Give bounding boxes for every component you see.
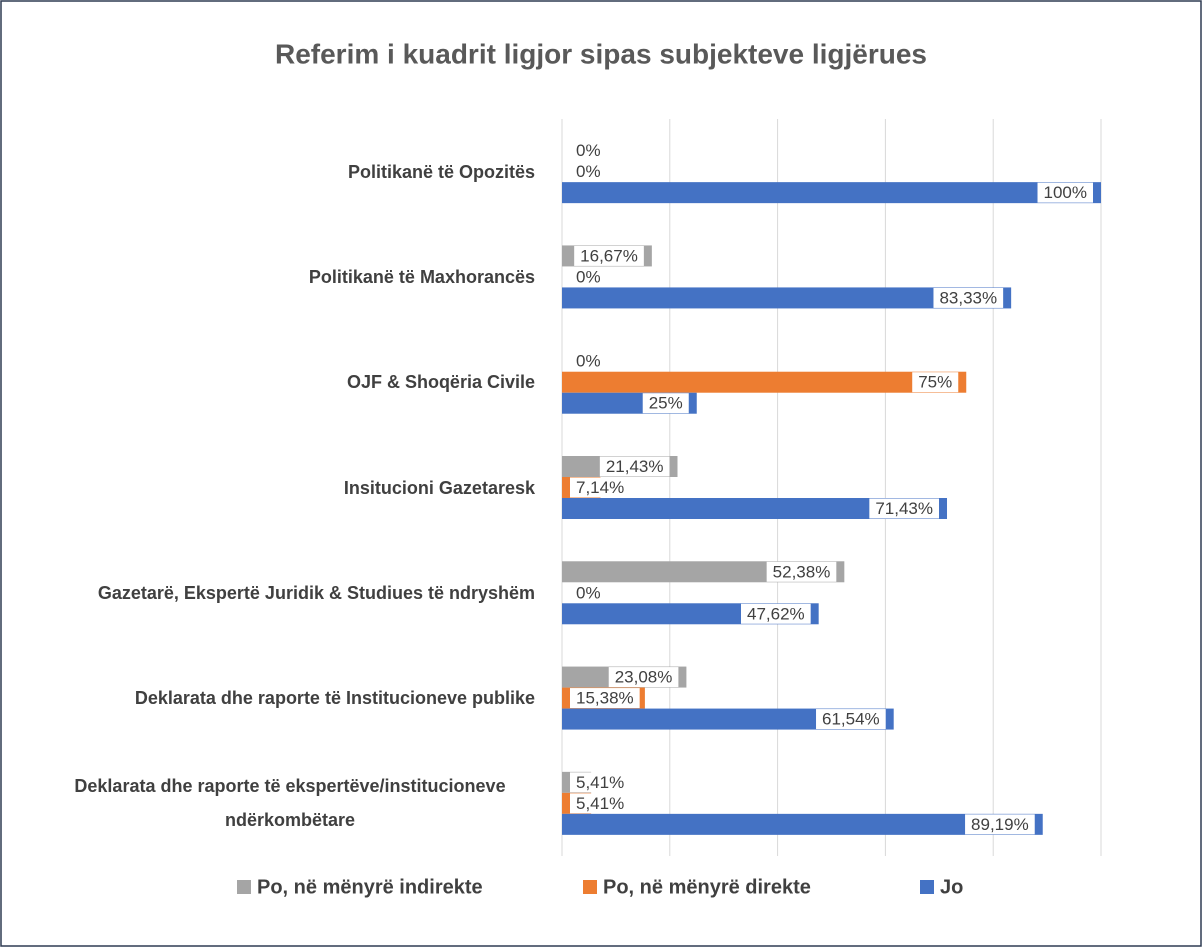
data-label: 0% [576, 583, 601, 602]
legend-swatch [583, 880, 597, 894]
category-label-box: Deklarata dhe raporte të Institucioneve … [40, 681, 535, 715]
data-label: 0% [576, 352, 601, 371]
data-label: 83,33% [939, 288, 997, 307]
data-label: 23,08% [615, 668, 673, 687]
data-label: 5,41% [576, 794, 624, 813]
data-label: 5,41% [576, 773, 624, 792]
data-label-bg [570, 793, 631, 814]
data-label-bg [869, 498, 940, 519]
bar [562, 371, 967, 393]
data-label: 89,19% [971, 815, 1029, 834]
chart-title: Referim i kuadrit ligjor sipas subjektev… [275, 38, 927, 69]
data-label: 52,38% [773, 562, 831, 581]
legend-swatch [237, 880, 251, 894]
data-label-bg [1037, 182, 1093, 203]
data-label-bg [965, 814, 1035, 835]
y-tick-label: Gazetarë, Ekspertë Juridik & Studiues të… [97, 582, 535, 603]
data-label: 25% [649, 394, 683, 413]
data-label-bg [599, 456, 670, 477]
data-label: 100% [1044, 183, 1087, 202]
data-label-bg [933, 287, 1004, 308]
legend-label: Po, në mënyrë direkte [603, 876, 811, 898]
data-label: 75% [918, 373, 952, 392]
data-label: 7,14% [576, 478, 624, 497]
bar [562, 498, 948, 519]
category-label-box: Deklarata dhe raporte të ekspertëve/inst… [40, 769, 535, 837]
y-tick-label: Insitucioni Gazetaresk [343, 477, 535, 498]
bar [562, 708, 894, 730]
data-label: 71,43% [875, 499, 933, 518]
data-label-bg [816, 709, 886, 730]
data-label-bg [608, 667, 679, 688]
data-label-bg [740, 603, 811, 624]
data-label-bg [912, 372, 959, 393]
data-label-bg [570, 140, 607, 161]
bar [562, 813, 1043, 835]
category-label-box: Insitucioni Gazetaresk [40, 471, 535, 505]
y-tick-label: Politikanë të Maxhorancës [308, 266, 535, 287]
data-label-bg [570, 266, 607, 287]
data-label: 61,54% [822, 710, 880, 729]
data-label-bg [570, 351, 607, 372]
data-label-bg [570, 772, 631, 793]
data-label-bg [766, 561, 837, 582]
category-label-box: Politikanë të Opozitës [40, 155, 535, 189]
category-label-box: Politikanë të Maxhorancës [40, 260, 535, 294]
y-tick-label: Deklarata dhe raporte të ekspertëve/inst… [74, 776, 506, 831]
data-label: 16,67% [580, 246, 638, 265]
legend-swatch [920, 880, 934, 894]
data-label: 21,43% [606, 457, 664, 476]
legend-label: Po, në mënyrë indirekte [257, 876, 483, 898]
y-tick-label: Deklarata dhe raporte të Institucioneve … [134, 688, 535, 709]
data-label-bg [570, 161, 607, 182]
data-label-bg [570, 477, 631, 498]
data-label: 47,62% [747, 604, 805, 623]
y-tick-label: OJF & Shoqëria Civile [346, 372, 535, 393]
bar [562, 182, 1101, 204]
category-label-box: Gazetarë, Ekspertë Juridik & Studiues të… [40, 576, 535, 610]
bar [562, 287, 1012, 309]
data-label: 15,38% [576, 689, 634, 708]
category-label-box: OJF & Shoqëria Civile [40, 365, 535, 399]
data-label: 0% [576, 141, 601, 160]
data-label-bg [570, 582, 607, 603]
data-label-bg [574, 245, 644, 266]
data-label-bg [642, 393, 689, 414]
y-tick-label: Politikanë të Opozitës [347, 161, 535, 182]
legend-label: Jo [940, 876, 963, 898]
data-label: 0% [576, 162, 601, 181]
data-label: 0% [576, 267, 601, 286]
data-label-bg [570, 688, 640, 709]
